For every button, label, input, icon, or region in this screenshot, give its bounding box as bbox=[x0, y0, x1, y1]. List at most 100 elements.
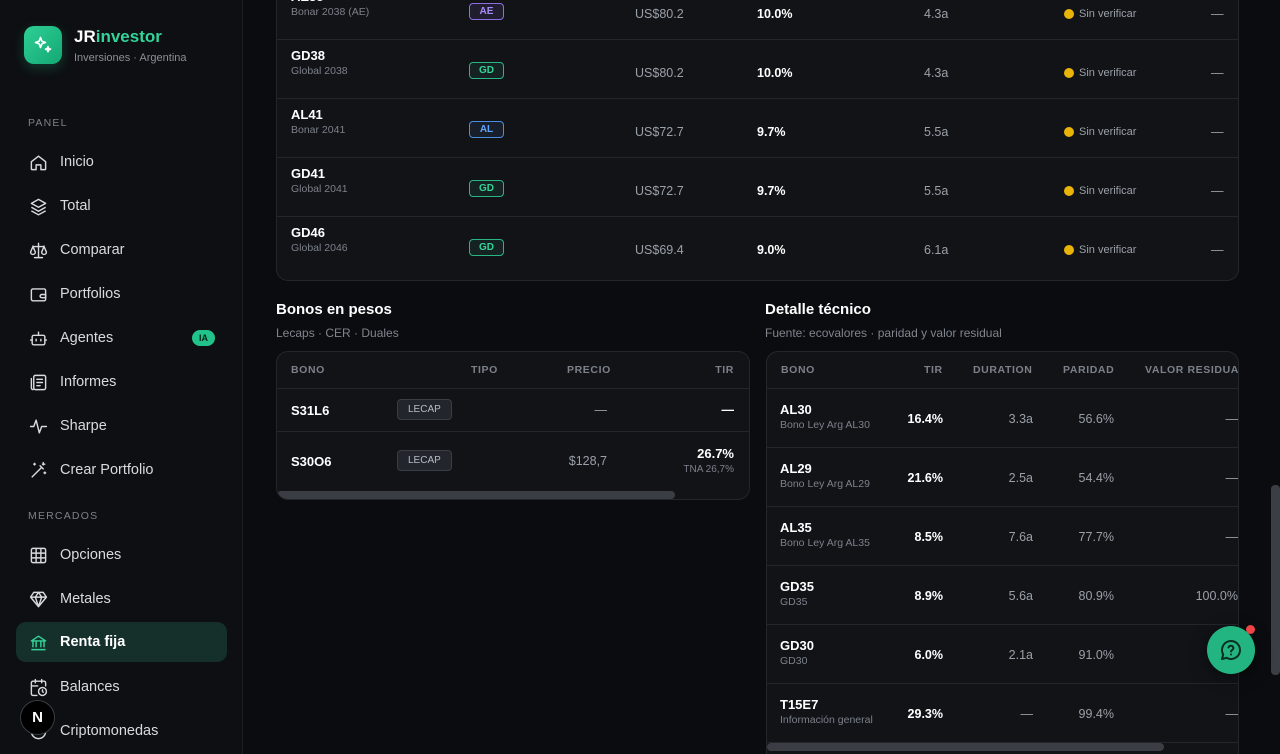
header-bono: BONO bbox=[781, 364, 815, 376]
tna-cell: TNA 26,7% bbox=[683, 464, 734, 475]
tir-cell: 26.7% bbox=[697, 446, 734, 461]
sidebar-item-portfolios[interactable]: Portfolios bbox=[16, 274, 227, 314]
sidebar-item-opciones[interactable]: Opciones bbox=[16, 535, 227, 575]
sidebar-item-label: Inicio bbox=[60, 154, 94, 170]
table-row[interactable]: AL29 Bono Ley Arg AL29 21.6% 2.5a 54.4% — bbox=[767, 448, 1238, 507]
table-row[interactable]: AL35 Bono Ley Arg AL35 8.5% 7.6a 77.7% — bbox=[767, 507, 1238, 566]
sidebar-item-agentes[interactable]: Agentes IA bbox=[16, 318, 227, 358]
duration-cell: 4.3a bbox=[924, 66, 949, 80]
table-row[interactable]: AL30 Bono Ley Arg AL30 16.4% 3.3a 56.6% — bbox=[767, 389, 1238, 448]
tir-cell: 10.0% bbox=[757, 66, 793, 80]
bond-type-badge: GD bbox=[469, 62, 504, 79]
price-cell: US$80.2 bbox=[635, 7, 684, 21]
table-header: BONO TIR DURATION PARIDAD VALOR RESIDUAL bbox=[767, 352, 1238, 389]
tir-cell: 9.7% bbox=[757, 184, 786, 198]
sidebar-item-informes[interactable]: Informes bbox=[16, 362, 227, 402]
layers-icon bbox=[28, 196, 48, 216]
paridad-cell: 77.7% bbox=[1078, 530, 1114, 544]
header-duration: DURATION bbox=[973, 364, 1033, 376]
calendar-clock-icon bbox=[28, 677, 48, 697]
status-cell: Sin verificar bbox=[1064, 126, 1136, 138]
bono-cell: AL35 bbox=[780, 520, 812, 535]
sidebar-item-metales[interactable]: Metales bbox=[16, 579, 227, 619]
bono-cell: GD35 bbox=[780, 579, 814, 594]
valor-residual-cell: — bbox=[1225, 530, 1239, 544]
tir-cell: 8.5% bbox=[914, 530, 944, 544]
chat-help-button[interactable] bbox=[1207, 626, 1255, 674]
sidebar-item-total[interactable]: Total bbox=[16, 186, 227, 226]
tir-cell: 8.9% bbox=[914, 589, 944, 603]
price-cell: US$69.4 bbox=[635, 243, 684, 257]
table-row[interactable]: GD30 GD30 6.0% 2.1a 91.0% bbox=[767, 625, 1238, 684]
table-row[interactable]: GD46 Global 2046 GD US$69.4 9.0% 6.1a Sin veri… bbox=[277, 217, 1238, 276]
ticker-cell: AL41 bbox=[291, 107, 323, 122]
tipo-badge: LECAP bbox=[397, 450, 452, 471]
sidebar-item-label: Renta fija bbox=[60, 634, 126, 650]
price-cell: US$72.7 bbox=[635, 184, 684, 198]
sparkle-logo-icon bbox=[24, 26, 62, 64]
paridad-cell: 80.9% bbox=[1078, 589, 1114, 603]
bond-name-cell: Global 2041 bbox=[291, 183, 348, 195]
table-row[interactable]: S31L6 LECAP — — bbox=[277, 389, 749, 432]
price-cell: US$80.2 bbox=[635, 66, 684, 80]
duration-cell: 5.6a bbox=[1008, 589, 1033, 603]
precio-cell: $128,7 bbox=[568, 454, 607, 468]
wallet-icon bbox=[28, 284, 48, 304]
table-row[interactable]: AE38 Bonar 2038 (AE) AE US$80.2 10.0% 4.3a Sin… bbox=[277, 0, 1238, 40]
ticker-cell: AE38 bbox=[291, 0, 369, 4]
paridad-cell: 91.0% bbox=[1078, 648, 1114, 662]
header-tir: TIR bbox=[924, 364, 943, 376]
status-cell: Sin verificar bbox=[1064, 244, 1136, 256]
status-label: Sin verificar bbox=[1079, 126, 1137, 138]
page-scrollbar[interactable] bbox=[1271, 485, 1280, 675]
brand[interactable]: JRinvestor Inversiones · Argentina bbox=[24, 26, 187, 64]
horizontal-scrollbar[interactable] bbox=[277, 491, 675, 499]
sidebar-item-comparar[interactable]: Comparar bbox=[16, 230, 227, 270]
bono-cell: S31L6 bbox=[291, 403, 330, 418]
valor-residual-cell: — bbox=[1225, 471, 1239, 485]
table-row[interactable]: GD41 Global 2041 GD US$72.7 9.7% 5.5a Sin veri… bbox=[277, 158, 1238, 217]
bono-desc-cell: Información general bbox=[780, 714, 873, 726]
next-dev-button[interactable]: N bbox=[20, 700, 55, 735]
sidebar-item-balances[interactable]: Balances bbox=[16, 667, 227, 707]
sidebar-item-label: Metales bbox=[60, 591, 111, 607]
tecnico-table: BONO TIR DURATION PARIDAD VALOR RESIDUAL… bbox=[766, 351, 1239, 754]
warning-dot-icon bbox=[1064, 9, 1074, 19]
table-row[interactable]: GD35 GD35 8.9% 5.6a 80.9% 100.0% bbox=[767, 566, 1238, 625]
duration-cell: 2.1a bbox=[1008, 648, 1033, 662]
header-tipo: TIPO bbox=[471, 364, 498, 376]
table-row[interactable]: T15E7 Información general 29.3% — 99.4% — bbox=[767, 684, 1238, 743]
grid-icon bbox=[28, 545, 48, 565]
sidebar-item-inicio[interactable]: Inicio bbox=[16, 142, 227, 182]
bono-desc-cell: Bono Ley Arg AL30 bbox=[780, 419, 870, 431]
sidebar-item-crear-portfolio[interactable]: Crear Portfolio bbox=[16, 450, 227, 490]
sidebar-item-label: Portfolios bbox=[60, 286, 121, 302]
tir-cell: 9.0% bbox=[757, 243, 786, 257]
sidebar: JRinvestor Inversiones · Argentina PANEL… bbox=[0, 0, 243, 754]
sidebar-item-label: Crear Portfolio bbox=[60, 462, 154, 478]
bono-desc-cell: GD30 bbox=[780, 655, 808, 667]
status-label: Sin verificar bbox=[1079, 244, 1137, 256]
pulse-icon bbox=[28, 416, 48, 436]
nav-section-panel: PANEL bbox=[28, 117, 68, 129]
bond-name-cell: Global 2038 bbox=[291, 65, 348, 77]
horizontal-scrollbar[interactable] bbox=[767, 743, 1164, 751]
home-icon bbox=[28, 152, 48, 172]
tir-cell: — bbox=[721, 403, 735, 417]
chat-question-icon bbox=[1221, 640, 1241, 660]
duration-cell: — bbox=[1020, 707, 1034, 721]
bond-type-badge: GD bbox=[469, 180, 504, 197]
bond-type-badge: GD bbox=[469, 239, 504, 256]
table-row[interactable]: S30O6 LECAP $128,7 26.7% TNA 26,7% bbox=[277, 432, 749, 492]
report-icon bbox=[28, 372, 48, 392]
sidebar-item-renta-fija[interactable]: Renta fija bbox=[16, 622, 227, 662]
warning-dot-icon bbox=[1064, 68, 1074, 78]
table-row[interactable]: GD38 Global 2038 GD US$80.2 10.0% 4.3a Sin ver… bbox=[277, 40, 1238, 99]
duration-cell: 3.3a bbox=[1008, 412, 1033, 426]
extra-cell: — bbox=[1211, 184, 1224, 198]
bono-desc-cell: Bono Ley Arg AL29 bbox=[780, 478, 870, 490]
bond-name-cell: Bonar 2038 (AE) bbox=[291, 6, 370, 18]
table-row[interactable]: AL41 Bonar 2041 AL US$72.7 9.7% 5.5a Sin verif… bbox=[277, 99, 1238, 158]
sidebar-item-sharpe[interactable]: Sharpe bbox=[16, 406, 227, 446]
